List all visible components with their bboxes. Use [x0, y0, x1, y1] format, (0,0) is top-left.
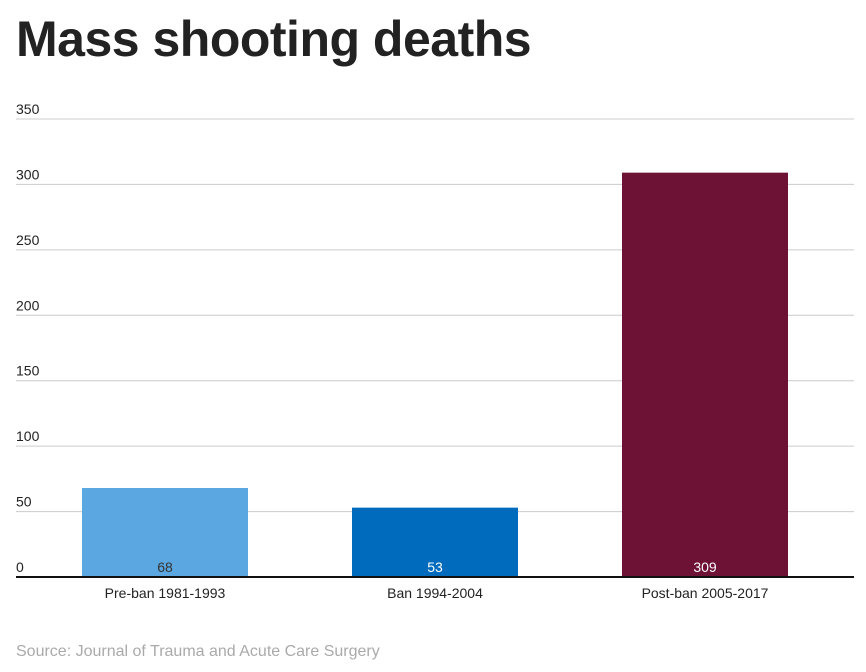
y-tick-label: 350	[16, 101, 40, 117]
y-axis-ticks: 0 50 100 150 200 250 300 350	[16, 101, 40, 575]
bar-value-label: 68	[157, 559, 173, 575]
y-tick-label: 150	[16, 363, 40, 379]
y-tick-label: 0	[16, 559, 24, 575]
bar	[352, 507, 518, 577]
x-tick-label: Ban 1994-2004	[387, 585, 483, 601]
source-note: Source: Journal of Trauma and Acute Care…	[16, 643, 380, 660]
bar	[82, 488, 248, 577]
y-tick-label: 250	[16, 232, 40, 248]
x-axis-ticks: Pre-ban 1981-1993 Ban 1994-2004 Post-ban 2…	[105, 585, 769, 601]
bar-value-label: 309	[693, 559, 717, 575]
x-tick-label: Post-ban 2005-2017	[642, 585, 769, 601]
y-tick-label: 50	[16, 494, 32, 510]
y-tick-label: 100	[16, 428, 40, 444]
chart-title: Mass shooting deaths	[16, 11, 532, 67]
y-tick-label: 300	[16, 166, 40, 182]
bar-value-label: 53	[427, 559, 443, 575]
y-tick-label: 200	[16, 297, 40, 313]
bar-chart: 0 50 100 150 200 250 300 350 68 53 309 Pre-ban 19…	[16, 101, 854, 601]
x-tick-label: Pre-ban 1981-1993	[105, 585, 226, 601]
bars: 68 53 309	[82, 172, 788, 577]
bar	[622, 172, 788, 577]
